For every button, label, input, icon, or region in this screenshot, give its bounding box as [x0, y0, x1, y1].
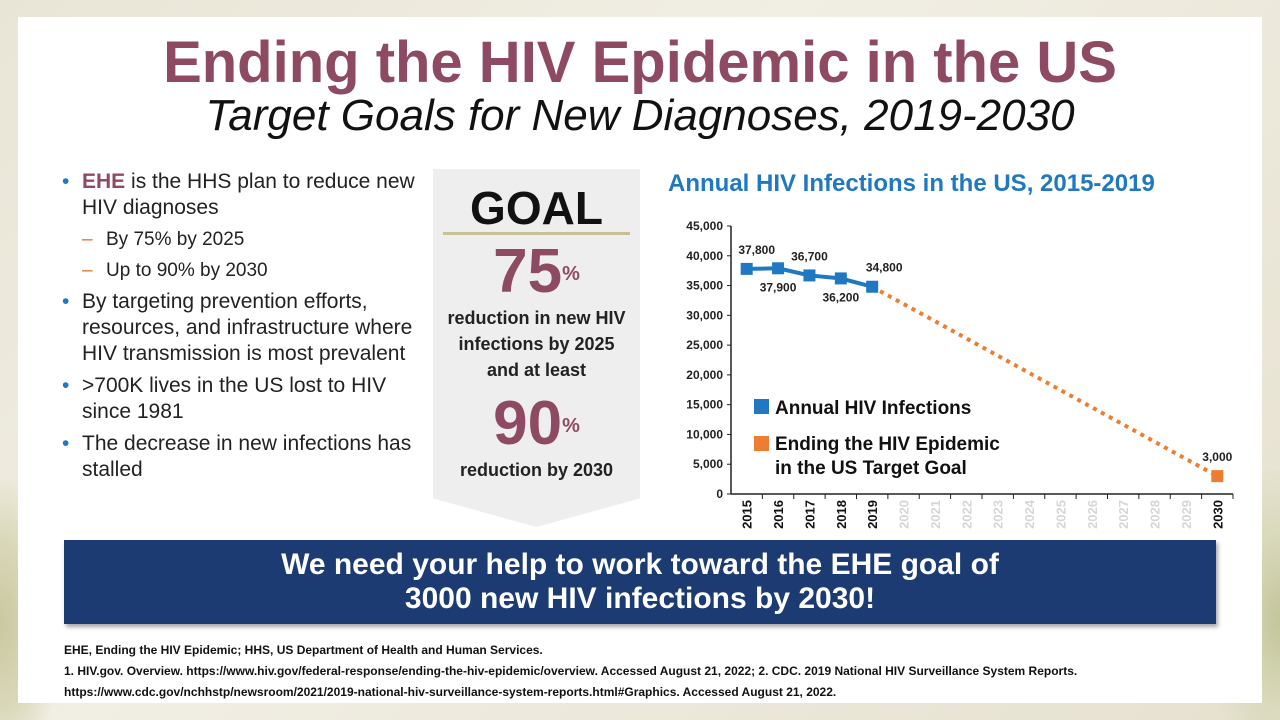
- legend-swatch-annual: [754, 399, 769, 414]
- y-axis: 0 5,000 10,000 15,000 20,000 25,000 30,000 35,0…: [686, 219, 732, 501]
- x-tick-label: 2017: [802, 500, 817, 529]
- annual-infections-data-label: 36,700: [791, 249, 828, 263]
- chart-legend: Annual HIV Infections Ending the HIV Epid…: [754, 398, 1000, 479]
- bullet-targeting: By targeting prevention efforts, resourc…: [62, 289, 422, 367]
- bullet-text: is the HHS plan to reduce new HIV diagno…: [82, 170, 415, 219]
- footnote-reference-1: 1. HIV.gov. Overview. https://www.hiv.go…: [64, 664, 1078, 678]
- target-goal-data-label: 3,000: [1202, 450, 1232, 464]
- x-tick-label: 2028: [1148, 500, 1163, 529]
- y-tick-label: 0: [716, 487, 723, 501]
- goal-text-2030: reduction by 2030: [459, 460, 614, 480]
- chart-title: Annual HIV Infections in the US, 2015-20…: [668, 170, 1155, 197]
- x-tick-label: 2030: [1210, 500, 1225, 529]
- annual-infections-data-label: 36,200: [822, 290, 859, 304]
- goal-pct-75-value: 75: [493, 237, 563, 306]
- bullet-lives-lost: >700K lives in the US lost to HIV since …: [62, 373, 422, 425]
- y-tick-label: 45,000: [686, 219, 723, 233]
- goal-text-2025: reduction in new HIV infections by 2025 …: [447, 308, 626, 380]
- y-tick-label: 15,000: [686, 398, 723, 412]
- annual-infections-data-label: 37,800: [738, 243, 775, 257]
- goal-callout: GOAL 75% reduction in new HIV infections…: [433, 169, 640, 527]
- chart-series: 3,000 37,800 37,900 36,700 36,200 34,800: [738, 243, 1233, 483]
- x-axis: 2015 2016 2017 2018 2019 2020 2021 2022 2023 2024…: [731, 493, 1234, 529]
- x-tick-label: 2024: [1022, 499, 1037, 529]
- goal-pct-90-sign: %: [562, 415, 580, 437]
- y-tick-label: 5,000: [693, 457, 723, 471]
- annual-infections-marker: [834, 272, 847, 285]
- goal-pct-75-sign: %: [562, 263, 580, 285]
- footnote-abbreviations: EHE, Ending the HIV Epidemic; HHS, US De…: [64, 643, 543, 657]
- legend-label-target: Ending the HIV Epidemic in the US Target …: [775, 434, 1000, 479]
- goal-heading: GOAL: [470, 182, 603, 234]
- y-tick-label: 35,000: [686, 279, 723, 293]
- footnotes: EHE, Ending the HIV Epidemic; HHS, US De…: [64, 640, 1244, 703]
- goal-pct-75: 75%: [433, 241, 640, 303]
- annual-infections-marker: [866, 280, 879, 293]
- annual-infections-marker: [740, 262, 753, 275]
- call-to-action-banner: We need your help to work toward the EHE…: [64, 540, 1216, 624]
- x-tick-label: 2020: [897, 500, 912, 529]
- x-tick-label: 2023: [991, 500, 1006, 529]
- slide-title: Ending the HIV Epidemic in the US: [163, 30, 1117, 95]
- x-tick-label: 2016: [771, 500, 786, 529]
- bullet-ehe-plan: EHE is the HHS plan to reduce new HIV di…: [62, 169, 422, 221]
- y-tick-label: 10,000: [686, 427, 723, 441]
- hiv-infections-chart: 0 5,000 10,000 15,000 20,000 25,000 30,000 35,0…: [686, 219, 1234, 529]
- legend-label-target-line: Ending the HIV Epidemic: [775, 434, 1000, 455]
- x-tick-label: 2025: [1053, 500, 1068, 529]
- banner-line-1: We need your help to work toward the EHE…: [281, 548, 999, 581]
- legend-swatch-target: [754, 436, 769, 451]
- x-tick-label: 2026: [1085, 500, 1100, 529]
- goal-divider: [443, 232, 630, 235]
- x-tick-label: 2022: [959, 500, 974, 529]
- annual-infections-data-label: 34,800: [866, 261, 903, 275]
- sub-bullet-2025: By 75% by 2025: [62, 227, 422, 253]
- legend-label-annual: Annual HIV Infections: [775, 398, 971, 419]
- x-tick-label: 2018: [834, 500, 849, 529]
- x-tick-label: 2021: [928, 500, 943, 529]
- legend-label-target-line: in the US Target Goal: [775, 458, 967, 479]
- x-tick-label: 2015: [740, 500, 755, 529]
- bullet-list: EHE is the HHS plan to reduce new HIV di…: [62, 169, 422, 489]
- annual-infections-marker: [772, 262, 785, 275]
- slide: Ending the HIV Epidemic in the US Target…: [18, 17, 1262, 703]
- slide-subtitle: Target Goals for New Diagnoses, 2019-203…: [205, 91, 1075, 140]
- y-tick-label: 40,000: [686, 249, 723, 263]
- target-goal-line: [871, 284, 1219, 478]
- y-tick-label: 25,000: [686, 338, 723, 352]
- banner-line-2: 3000 new HIV infections by 2030!: [404, 582, 876, 615]
- annual-infections-marker: [803, 269, 816, 282]
- goal-pct-90-value: 90: [493, 389, 563, 458]
- ehe-term: EHE: [82, 170, 126, 193]
- y-tick-label: 20,000: [686, 368, 723, 382]
- goal-pct-90: 90%: [433, 393, 640, 455]
- x-tick-label: 2027: [1116, 500, 1131, 529]
- annual-infections-data-label: 37,900: [760, 280, 797, 294]
- x-tick-label: 2019: [865, 500, 880, 529]
- x-tick-label: 2029: [1179, 500, 1194, 529]
- footnote-reference-2: https://www.cdc.gov/nchhstp/newsroom/202…: [64, 685, 837, 699]
- y-tick-label: 30,000: [686, 308, 723, 322]
- target-goal-marker: [1211, 470, 1224, 483]
- sub-bullet-2030: Up to 90% by 2030: [62, 258, 422, 284]
- bullet-stalled: The decrease in new infections has stall…: [62, 431, 422, 483]
